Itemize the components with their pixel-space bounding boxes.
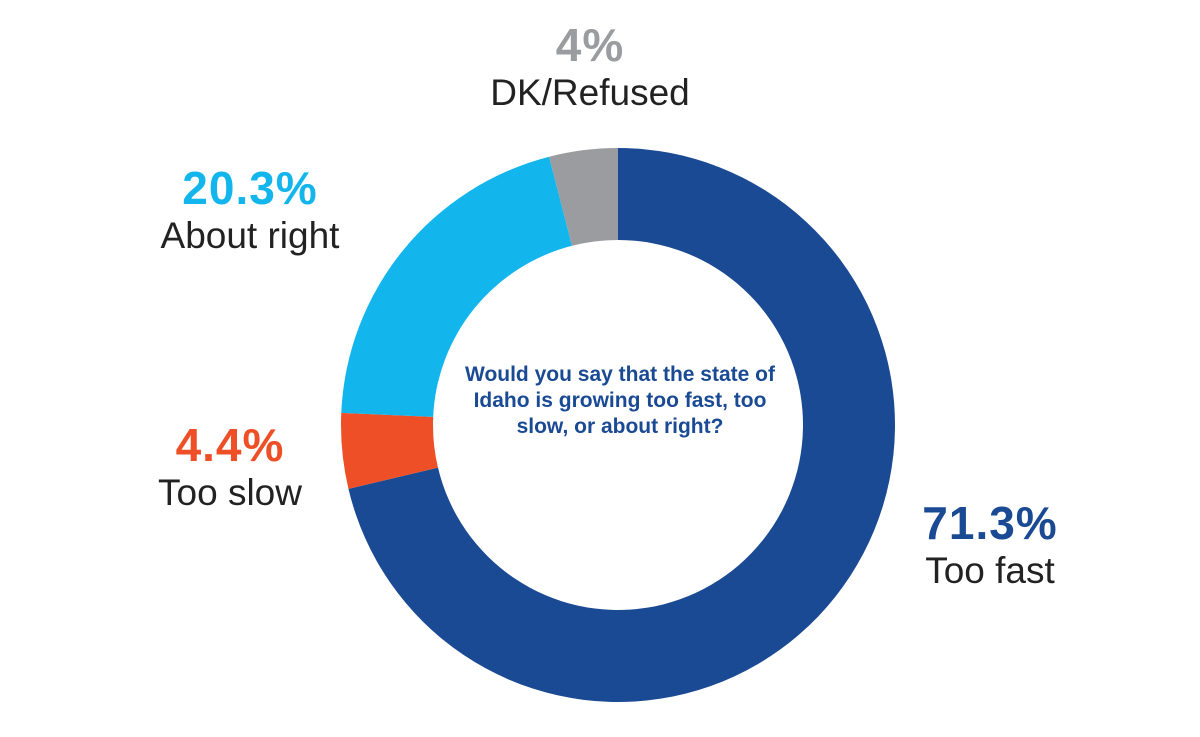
category-label: DK/Refused [490, 72, 690, 113]
value-label: 4.4% [175, 419, 285, 471]
label-dk-refused: 4% DK/Refused [440, 22, 740, 111]
label-too-slow: 4.4% Too slow [110, 422, 350, 511]
label-about-right: 20.3% About right [110, 165, 390, 254]
label-too-fast: 71.3% Too fast [870, 500, 1110, 589]
slice-about-right [341, 156, 572, 417]
category-label: About right [160, 215, 340, 256]
value-label: 4% [555, 19, 625, 71]
category-label: Too slow [158, 472, 302, 513]
value-label: 20.3% [182, 162, 318, 214]
value-label: 71.3% [922, 497, 1058, 549]
slice-too-slow [341, 412, 438, 489]
category-label: Too fast [925, 550, 1055, 591]
slice-too-fast [348, 148, 895, 702]
slice-dk-refused [549, 148, 618, 246]
center-question: Would you say that the state of Idaho is… [465, 363, 775, 438]
